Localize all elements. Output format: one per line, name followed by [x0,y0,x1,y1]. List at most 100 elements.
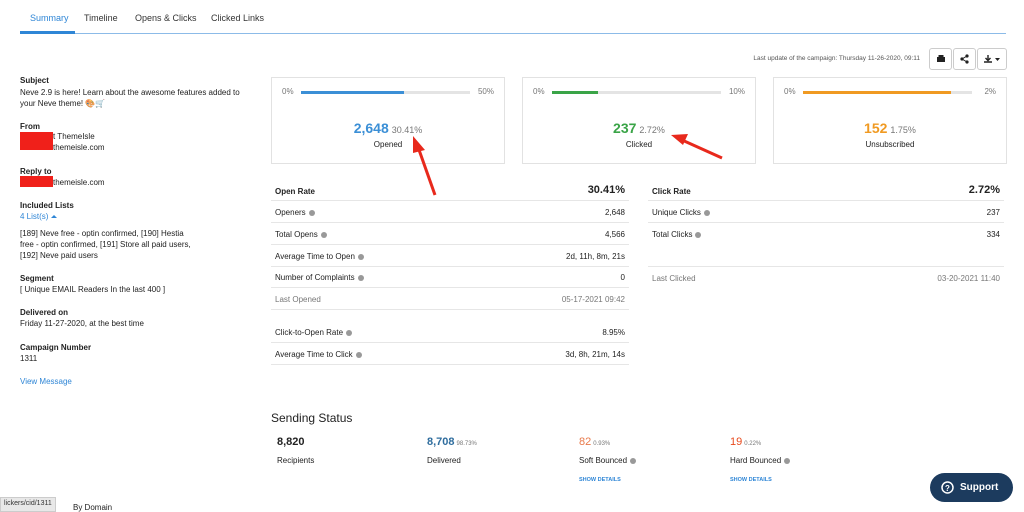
table-row: Number of Complaints 0 [271,266,629,288]
lists-toggle[interactable]: 4 List(s) [20,212,57,221]
status-rate: 0.22% [744,441,762,447]
svg-text:?: ? [945,484,950,493]
print-button[interactable] [929,48,952,70]
stat-card: 0% 50% 2,648 30.41% Opened [271,77,505,164]
segment-value: [ Unique EMAIL Readers In the last 400 ] [20,285,166,294]
table-row: Total Opens 4,566 [271,223,629,245]
stat-card: 0% 2% 152 1.75% Unsubscribed [773,77,1007,164]
table-row: Last Opened 05-17-2021 09:42 [271,288,629,310]
table-row: Openers 2,648 [271,201,629,223]
lists-value: [189] Neve free - optin confirmed, [190]… [20,229,191,260]
stat-count: 2,648 [353,120,389,136]
bar-max: 50% [477,87,494,96]
lists-link[interactable]: 4 List(s) [20,212,49,221]
table-row: Total Clicks 334 [648,223,1004,244]
stat-label: Clicked [625,140,653,149]
campaign-value: 1311 [20,354,38,363]
campaign-label: Campaign Number [20,343,92,352]
row-label-text: Click-to-Open Rate [275,328,344,337]
info-icon[interactable] [308,210,315,216]
bar-min: 0% [282,87,294,96]
info-icon[interactable] [357,254,364,260]
stat-card: 0% 10% 237 2.72% Clicked [522,77,756,164]
stat-count: 237 [613,120,637,136]
show-details[interactable]: SHOW DETAILS [579,477,621,483]
row-value: 237 [986,208,1000,217]
info-icon[interactable] [630,458,637,464]
stat-main: 237 2.72% [523,120,755,138]
print-icon [937,55,945,62]
progress-track [301,91,470,94]
table-row: Average Time to Open 2d, 11h, 8m, 21s [271,245,629,267]
lists-label: Included Lists [20,201,74,210]
bar-max: 2% [984,87,996,96]
row-label: Openers [275,208,315,217]
table-row: Click-to-Open Rate 8.95% [271,321,629,343]
row-label-text: Number of Complaints [275,273,355,282]
share-button[interactable] [953,48,976,70]
section-title: Sending Status [271,411,353,425]
status-item: 8,708 98.73% Delivered [427,432,477,468]
status-item: 19 0.22% Hard Bounced SHOW DETAILS [730,432,791,486]
row-label: Click Rate [652,187,691,196]
stat-rate: 30.41% [391,125,423,135]
info-icon[interactable] [357,275,364,281]
row-value: 8.95% [602,328,625,337]
info-icon[interactable] [320,232,327,238]
row-value: 03-20-2021 11:40 [937,274,1000,283]
status-label: Soft Bounced [579,456,628,465]
stat-label: Opened [373,140,403,149]
info-icon[interactable] [703,210,710,216]
tab[interactable]: Summary [30,13,69,23]
bar-max: 10% [728,87,745,96]
table-row: Average Time to Click 3d, 8h, 21m, 14s [271,343,629,365]
subject-value: Neve 2.9 is here! Learn about the awesom… [20,88,240,108]
row-value: 2.72% [968,184,1000,196]
row-label: Total Opens [275,230,327,239]
stat-rate: 1.75% [890,125,916,135]
status-label: Delivered [427,456,461,465]
stat-label: Unsubscribed [865,140,915,149]
help-icon: ? [941,481,954,494]
row-value: 2d, 11h, 8m, 21s [566,252,625,261]
last-update: Last update of the campaign: Thursday 11… [753,55,920,62]
show-details[interactable]: SHOW DETAILS [730,477,772,483]
table-row: Unique Clicks 237 [648,201,1004,223]
info-icon[interactable] [695,232,702,238]
reply-value: themeisle.com [53,178,105,187]
view-message[interactable]: View Message [20,377,72,386]
progress-fill [803,91,951,94]
row-label: Total Clicks [652,230,702,239]
tab[interactable]: Timeline [84,13,118,23]
table-row: Last Clicked 03-20-2021 11:40 [648,266,1004,288]
row-label: Click-to-Open Rate [275,328,353,337]
support-button[interactable]: ? Support [930,473,1013,502]
info-icon[interactable] [784,458,791,464]
tab-rule [20,33,1006,34]
row-label: Average Time to Open [275,252,364,261]
progress-track [803,91,972,94]
row-label: Last Opened [275,295,321,304]
delivered-label: Delivered on [20,308,69,317]
by-domain[interactable]: By Domain [73,503,113,512]
row-label-text: Unique Clicks [652,208,701,217]
status-rate: 98.73% [456,441,477,447]
status-rate: 0.93% [593,441,611,447]
share-icon [960,54,969,64]
info-icon[interactable] [355,352,362,358]
info-icon[interactable] [346,330,353,336]
support-label[interactable]: Support [960,482,999,493]
table-header: Open Rate 30.41% [271,179,629,201]
from-label: From [20,122,40,131]
tab[interactable]: Clicked Links [211,13,265,23]
export-button[interactable] [977,48,1007,70]
segment-label: Segment [20,274,54,283]
stat-main: 2,648 30.41% [272,120,504,138]
delivered-value: Friday 11-27-2020, at the best time [20,319,144,328]
row-label: Open Rate [275,187,316,196]
row-label: Number of Complaints [275,273,364,282]
tab[interactable]: Opens & Clicks [135,13,197,23]
redaction [20,176,53,187]
